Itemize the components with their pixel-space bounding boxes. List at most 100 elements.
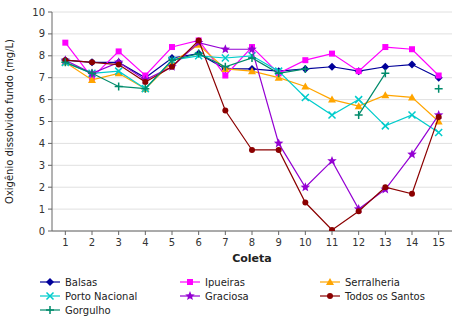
legend-marker bbox=[327, 293, 333, 299]
marker bbox=[116, 62, 122, 68]
tick-label: 3 bbox=[115, 237, 121, 248]
series bbox=[61, 50, 442, 119]
legend-item: Graciosa bbox=[180, 291, 249, 302]
tick-mark bbox=[48, 231, 52, 232]
marker bbox=[356, 208, 362, 214]
tick-mark bbox=[48, 187, 52, 188]
series bbox=[62, 37, 441, 80]
marker bbox=[407, 149, 417, 158]
marker bbox=[247, 44, 257, 53]
tick-mark bbox=[48, 165, 52, 166]
legend-item: Serralheria bbox=[320, 277, 400, 288]
tick-label: 6 bbox=[39, 94, 45, 105]
tick-label: 0 bbox=[39, 226, 45, 237]
marker bbox=[222, 108, 228, 114]
marker bbox=[329, 111, 336, 118]
x-axis bbox=[52, 231, 452, 232]
marker bbox=[248, 54, 256, 62]
marker bbox=[302, 94, 309, 101]
marker bbox=[222, 73, 228, 79]
marker bbox=[355, 111, 363, 119]
grid-line bbox=[52, 99, 452, 100]
tick-label: 5 bbox=[169, 237, 175, 248]
tick-mark bbox=[438, 231, 439, 235]
tick-mark bbox=[48, 121, 52, 122]
tick-label: 9 bbox=[39, 28, 45, 39]
legend: Balsas Ipueiras Serralheria Porto Nacional G… bbox=[40, 277, 425, 316]
marker bbox=[381, 184, 391, 193]
series-line bbox=[65, 45, 438, 122]
series-line bbox=[65, 54, 438, 78]
tick-label: 11 bbox=[326, 237, 339, 248]
plot-area bbox=[61, 37, 444, 231]
marker bbox=[355, 96, 362, 103]
tick-label: 9 bbox=[275, 237, 281, 248]
legend-item: Ipueiras bbox=[180, 277, 245, 288]
tick-label: 10 bbox=[299, 237, 312, 248]
tick-mark bbox=[412, 231, 413, 235]
marker bbox=[302, 200, 308, 206]
tick-label: 2 bbox=[39, 182, 45, 193]
series bbox=[61, 38, 444, 213]
tick-mark bbox=[278, 231, 279, 235]
grid bbox=[52, 12, 452, 231]
tick-label: 6 bbox=[195, 237, 201, 248]
marker bbox=[194, 38, 204, 47]
tick-label: 4 bbox=[39, 138, 45, 149]
x-axis-label: Coleta bbox=[232, 252, 272, 265]
marker bbox=[382, 122, 389, 129]
tick-mark bbox=[252, 231, 253, 235]
legend-item: Porto Nacional bbox=[40, 291, 137, 302]
tick-mark bbox=[198, 231, 199, 235]
marker bbox=[301, 82, 309, 89]
tick-mark bbox=[225, 231, 226, 235]
tick-mark bbox=[48, 99, 52, 100]
tick-mark bbox=[48, 33, 52, 34]
legend-marker bbox=[47, 293, 54, 300]
grid-line bbox=[52, 187, 452, 188]
tick-mark bbox=[332, 231, 333, 235]
series-line bbox=[65, 40, 438, 77]
series-line bbox=[65, 43, 438, 209]
marker bbox=[329, 51, 335, 57]
marker bbox=[328, 63, 336, 71]
marker bbox=[381, 69, 389, 77]
marker bbox=[382, 44, 388, 50]
tick-mark bbox=[48, 12, 52, 13]
grid-line bbox=[52, 143, 452, 144]
legend-label: Gorgulho bbox=[65, 305, 111, 316]
tick-label: 3 bbox=[39, 160, 45, 171]
tick-mark bbox=[48, 143, 52, 144]
marker bbox=[196, 37, 202, 43]
marker bbox=[116, 48, 122, 54]
marker bbox=[327, 156, 337, 165]
series-line bbox=[65, 40, 438, 229]
marker bbox=[301, 182, 311, 191]
series bbox=[62, 52, 442, 136]
legend-label: Porto Nacional bbox=[65, 291, 137, 302]
tick-mark bbox=[92, 231, 93, 235]
tick-label: 15 bbox=[432, 237, 445, 248]
legend-item: Gorgulho bbox=[40, 305, 111, 316]
tick-label: 1 bbox=[39, 204, 45, 215]
marker bbox=[276, 147, 282, 153]
marker bbox=[168, 56, 176, 64]
tick-mark bbox=[358, 231, 359, 235]
marker bbox=[248, 67, 256, 74]
tick-mark bbox=[118, 231, 119, 235]
marker bbox=[88, 69, 96, 77]
marker bbox=[87, 68, 97, 77]
tick-mark bbox=[385, 231, 386, 235]
marker bbox=[61, 58, 69, 66]
marker bbox=[276, 70, 282, 76]
marker bbox=[249, 147, 255, 153]
tick-label: 7 bbox=[222, 237, 228, 248]
marker bbox=[356, 68, 362, 74]
y-axis-label: Oxigênio dissolvido fundo (mg/L) bbox=[4, 39, 15, 204]
chart: 012345678910123456789101112131415ColetaO… bbox=[0, 0, 463, 325]
legend-label: Balsas bbox=[65, 277, 97, 288]
legend-marker bbox=[46, 278, 54, 286]
tick-label: 4 bbox=[142, 237, 148, 248]
marker bbox=[329, 227, 335, 231]
marker bbox=[328, 96, 336, 103]
